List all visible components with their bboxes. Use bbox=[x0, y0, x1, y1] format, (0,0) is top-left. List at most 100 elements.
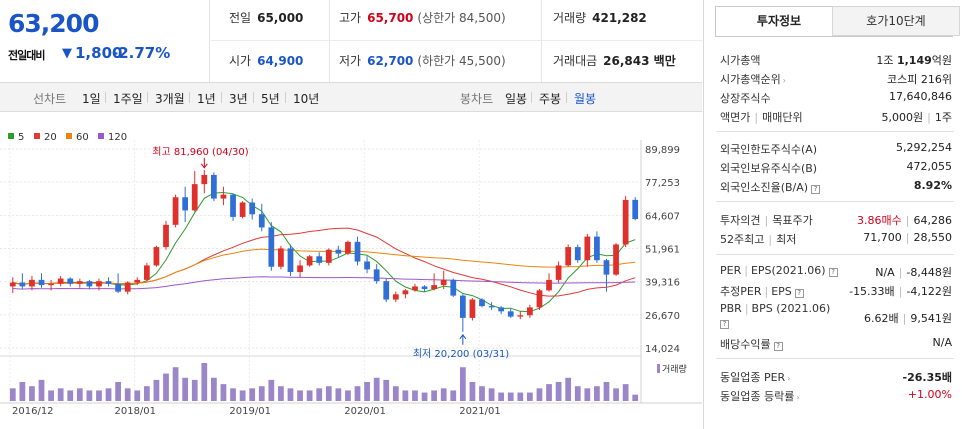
chevron-right-icon: › bbox=[787, 374, 791, 383]
period-1d[interactable]: 1일 bbox=[82, 92, 101, 106]
pbr-label: PBR bbox=[720, 302, 742, 315]
tab-order-book[interactable]: 호가10단계 bbox=[832, 6, 960, 36]
volume-bar bbox=[38, 379, 45, 401]
shares-value: 17,640,846 bbox=[889, 90, 952, 103]
separator: | bbox=[754, 111, 759, 124]
volume-bar bbox=[402, 390, 409, 401]
sector-per-label[interactable]: 동일업종 PER › bbox=[720, 369, 790, 385]
candle-body bbox=[431, 285, 437, 290]
shares-label: 상장주식수 bbox=[720, 92, 771, 105]
per-eps-label: PER | EPS(2021.06)? bbox=[720, 264, 838, 277]
candle-body bbox=[29, 279, 35, 287]
market-rank-value: 코스피 216위 bbox=[887, 71, 952, 87]
separator: | bbox=[764, 285, 769, 298]
period-1w[interactable]: 1주일 bbox=[113, 92, 143, 106]
legend-ma60: 60 bbox=[66, 132, 89, 143]
candle-body bbox=[316, 256, 323, 263]
legend-label: 5 bbox=[18, 132, 25, 143]
separator: | bbox=[902, 312, 907, 325]
candle-body bbox=[297, 265, 303, 273]
volume-bar bbox=[201, 363, 208, 401]
volume-bar bbox=[613, 388, 619, 401]
help-icon[interactable]: ? bbox=[794, 289, 804, 298]
par-value: 5,000원 | 1주 bbox=[882, 109, 952, 125]
volume-bar bbox=[230, 388, 236, 401]
row-dividend: 배당수익률? N/A bbox=[720, 336, 952, 352]
candle-body bbox=[507, 311, 514, 317]
row-shares: 상장주식수 17,640,846 bbox=[720, 90, 952, 106]
period-5y[interactable]: 5년 bbox=[261, 92, 280, 106]
period-3y[interactable]: 3년 bbox=[229, 92, 248, 106]
tab-investment-info[interactable]: 투자정보 bbox=[715, 6, 843, 36]
legend-ma20: 20 bbox=[34, 132, 57, 143]
x-tick-label: 2021/01 bbox=[459, 406, 501, 417]
opinion-label-a: 투자의견 bbox=[720, 214, 761, 227]
candle-body bbox=[469, 299, 476, 318]
market-name: 코스피 bbox=[887, 73, 918, 86]
y-tick-label: 39,316 bbox=[645, 278, 680, 289]
help-icon[interactable]: ? bbox=[720, 320, 729, 329]
sector-rate-value: +1.00% bbox=[907, 388, 952, 401]
candle-body bbox=[249, 202, 256, 215]
change-value: 1,800 bbox=[75, 44, 123, 62]
volume-bar bbox=[258, 386, 265, 401]
sector-rate-label[interactable]: 동일업종 등락률 › bbox=[720, 388, 800, 404]
y-tick-label: 14,024 bbox=[645, 344, 680, 355]
market-rank-label[interactable]: 시가총액순위 › bbox=[720, 71, 786, 87]
candle-body bbox=[182, 197, 189, 211]
separator: | bbox=[898, 266, 903, 279]
change-percent: -2.77% bbox=[112, 44, 171, 62]
candle-monthly[interactable]: 월봉 bbox=[574, 92, 597, 106]
row-sector-rate: 동일업종 등락률 › +1.00% bbox=[720, 388, 952, 404]
help-icon[interactable]: ? bbox=[828, 268, 838, 277]
candle-body bbox=[450, 279, 457, 296]
separator: | bbox=[768, 233, 773, 246]
volume-value: 421,282 bbox=[592, 11, 647, 25]
pbr-bps-value: 6.62배 | 9,541원 bbox=[864, 310, 952, 326]
candle-body bbox=[613, 244, 619, 275]
volume-label: 거래량 bbox=[553, 11, 587, 25]
candle-body bbox=[134, 279, 141, 283]
divider bbox=[329, 0, 330, 82]
period-1y[interactable]: 1년 bbox=[197, 92, 216, 106]
bps-label: BPS (2021.06) bbox=[751, 302, 831, 315]
par-label-b: 매매단위 bbox=[762, 111, 803, 124]
volume-bar bbox=[124, 388, 131, 401]
candle-body bbox=[536, 290, 543, 308]
volume-bar bbox=[134, 390, 141, 401]
price-chart[interactable]: 89,899 77,253 64,607 51,961 39,316 26,670 14,0… bbox=[0, 0, 702, 429]
legend-ma5: 5 bbox=[8, 132, 24, 143]
candle-body bbox=[574, 247, 581, 261]
candle-body bbox=[459, 295, 466, 318]
help-icon[interactable]: ? bbox=[773, 342, 783, 351]
separator bbox=[105, 92, 106, 103]
candle-body bbox=[498, 307, 505, 312]
volume-bar bbox=[143, 386, 150, 401]
y-tick-label: 51,961 bbox=[645, 245, 680, 256]
period-10y[interactable]: 10년 bbox=[293, 92, 320, 106]
volume-bar bbox=[536, 388, 543, 401]
dividend-value: N/A bbox=[932, 336, 952, 349]
candle-body bbox=[163, 224, 169, 248]
period-3m[interactable]: 3개월 bbox=[155, 92, 185, 106]
opinion-label-b: 목표주가 bbox=[772, 214, 813, 227]
volume-bar bbox=[29, 386, 35, 401]
candle-body bbox=[115, 283, 121, 292]
legend-swatch bbox=[34, 133, 40, 139]
candle-body bbox=[603, 260, 610, 275]
candle-body bbox=[421, 286, 428, 290]
volume-bar bbox=[172, 367, 179, 401]
volume-bar bbox=[268, 379, 275, 401]
separator: | bbox=[898, 285, 903, 298]
candle-body bbox=[412, 286, 418, 291]
legend-label: 60 bbox=[76, 132, 89, 143]
week52-label: 52주최고 | 최저 bbox=[720, 231, 796, 247]
candle-weekly[interactable]: 주봉 bbox=[539, 92, 562, 106]
help-icon[interactable]: ? bbox=[811, 185, 821, 194]
foreign-ratio-text: 외국인소진율(B/A) bbox=[720, 181, 809, 194]
candle-body bbox=[38, 279, 45, 286]
divider bbox=[716, 201, 954, 202]
candle-daily[interactable]: 일봉 bbox=[505, 92, 528, 106]
separator bbox=[253, 92, 254, 103]
week52-high-label: 52주최고 bbox=[720, 233, 765, 246]
